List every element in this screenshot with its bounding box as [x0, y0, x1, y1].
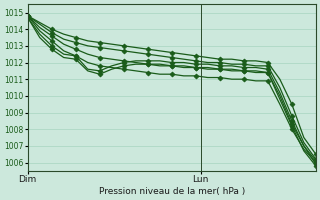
X-axis label: Pression niveau de la mer( hPa ): Pression niveau de la mer( hPa ): [99, 187, 245, 196]
